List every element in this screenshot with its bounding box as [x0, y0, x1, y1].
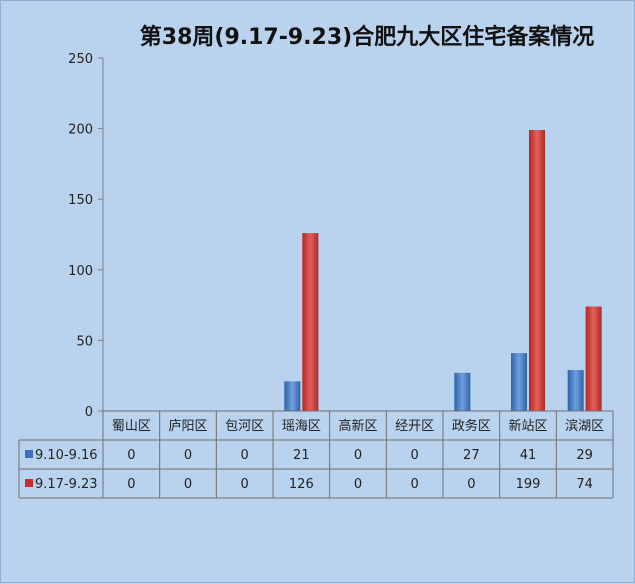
legend-label-1: 9.10-9.16: [35, 448, 98, 463]
data-label: 199: [516, 477, 541, 492]
category-label: 滨湖区: [565, 418, 604, 434]
bar-series2-7: [529, 130, 545, 411]
axis-layer: 0 50 100 150 200 250: [68, 52, 104, 420]
legend-label-2: 9.17-9.23: [35, 477, 98, 492]
data-label: 0: [411, 477, 419, 492]
data-label: 0: [184, 477, 192, 492]
category-label: 庐阳区: [168, 419, 207, 434]
data-label: 27: [463, 448, 480, 463]
legend-swatch-1: [25, 450, 33, 458]
data-label: 0: [241, 477, 249, 492]
bar-series2-3: [302, 233, 319, 411]
category-label: 经开区: [395, 419, 434, 434]
data-label: 0: [127, 477, 135, 492]
bar-layer: [284, 130, 602, 411]
y-tick-label: 50: [76, 334, 93, 349]
category-label: 包河区: [225, 419, 264, 434]
data-label: 0: [467, 477, 475, 492]
category-label: 政务区: [452, 418, 491, 434]
data-label: 0: [354, 477, 362, 492]
bar-series1-7: [511, 353, 527, 411]
bar-series2-8: [585, 306, 602, 411]
category-label: 蜀山区: [112, 419, 151, 434]
data-label: 41: [520, 448, 537, 463]
bar-series1-6: [454, 372, 471, 411]
chart-title: 第38周(9.17-9.23)合肥九大区住宅备案情况: [140, 24, 594, 50]
legend-swatch-2: [25, 479, 33, 487]
bar-series1-3: [284, 381, 301, 411]
data-label: 74: [576, 477, 593, 492]
y-tick-label: 0: [85, 405, 93, 420]
category-label: 新站区: [508, 418, 547, 434]
data-label: 126: [289, 477, 314, 492]
data-label: 0: [411, 448, 419, 463]
y-tick-label: 200: [68, 123, 93, 138]
category-label: 瑶海区: [282, 419, 321, 434]
data-label: 29: [576, 448, 593, 463]
data-label: 0: [241, 448, 249, 463]
data-label: 21: [293, 448, 310, 463]
data-label: 0: [354, 448, 362, 463]
data-label: 0: [184, 448, 192, 463]
y-tick-label: 150: [68, 193, 93, 208]
category-label: 高新区: [338, 418, 377, 434]
data-table: 蜀山区 庐阳区 包河区 瑶海区 高新区 经开区 政务区 新站区 滨湖区 9.10-9.16 0 0 0 2…: [18, 410, 614, 499]
data-label: 0: [127, 448, 135, 463]
bar-series1-8: [567, 370, 584, 411]
y-tick-label: 100: [68, 264, 93, 279]
y-tick-label: 250: [68, 52, 93, 67]
